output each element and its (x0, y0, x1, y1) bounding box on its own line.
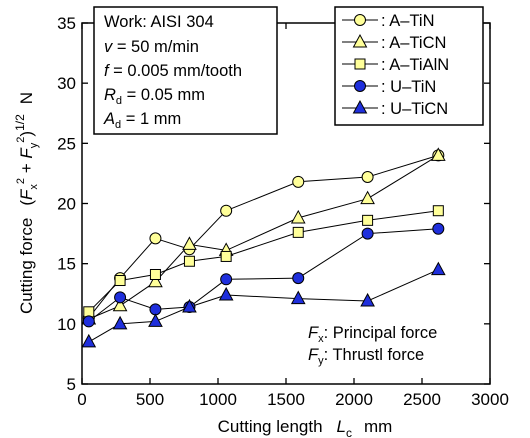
data-point-s0-p4 (220, 204, 233, 217)
data-point-s2-p4 (220, 250, 232, 262)
data-point-s2-p0 (83, 306, 95, 318)
data-point-s3-p2 (149, 303, 162, 316)
data-point-s2-p5 (292, 226, 304, 238)
data-point-s2-p2 (149, 268, 161, 280)
y-tick-label: 20 (57, 195, 76, 214)
x-axis-label: Cutting length Lc mm (218, 417, 393, 438)
data-point-s3-p5 (292, 272, 305, 285)
series-line-4 (88, 269, 439, 343)
conditions-box: Work: AISI 304 v = 50 m/min f = 0.005 mm… (93, 6, 278, 135)
data-point-s2-p6 (362, 214, 374, 226)
data-point-s0-p6 (361, 171, 374, 184)
series-line-2 (88, 210, 439, 313)
condition-axial-depth: Ad = 1 mm (103, 110, 181, 131)
y-tick-label: 30 (57, 74, 76, 93)
series-lines (88, 154, 439, 343)
legend-marker-0 (354, 14, 366, 26)
legend-marker-4 (352, 99, 368, 114)
legend-label-2: : A–TiAlN (381, 56, 449, 74)
y-tick-label: 15 (57, 255, 76, 274)
data-point-s1-p7 (430, 147, 446, 161)
data-point-s4-p0 (81, 333, 97, 348)
data-point-s4-p5 (290, 290, 306, 305)
series-line-1 (88, 154, 439, 320)
data-point-s2-p3 (183, 255, 195, 267)
condition-work: Work: AISI 304 (104, 13, 214, 31)
series-markers (81, 147, 446, 348)
y-tick-label: 10 (57, 315, 76, 334)
data-point-s0-p2 (149, 232, 162, 245)
x-tick-label: 3000 (471, 390, 509, 409)
x-tick-label: 2000 (335, 390, 373, 409)
data-point-s3-p0 (82, 315, 95, 328)
data-point-s1-p3 (182, 236, 197, 250)
x-tick-label: 2500 (403, 390, 441, 409)
data-point-s4-p7 (430, 261, 446, 276)
axis-ticks: 0 500 1000 1500 2000 2500 3000 5 10 15 20 25 30 35 (57, 14, 509, 409)
x-tick-label: 1000 (199, 390, 237, 409)
condition-radial-depth: Rd = 0.05 mm (104, 86, 205, 107)
data-point-s1-p5 (290, 209, 306, 224)
data-point-s4-p4 (218, 286, 234, 301)
legend-marker-2 (354, 58, 366, 70)
x-tick-label: 0 (77, 390, 86, 409)
condition-speed: v = 50 m/min (104, 38, 199, 56)
data-point-s1-p2 (148, 273, 163, 288)
data-point-s3-p6 (361, 227, 374, 240)
data-point-s0-p5 (292, 175, 305, 188)
legend-label-4: : U–TiCN (381, 100, 448, 118)
force-annotation: Fx: Principal force Fy: Thrustl force (308, 324, 437, 367)
data-point-s4-p2 (148, 313, 163, 327)
annotation-thrust-force: Fy: Thrustl force (308, 346, 424, 367)
data-point-s4-p3 (182, 298, 197, 313)
condition-feed: f = 0.005 mm/tooth (104, 62, 242, 80)
legend: : A–TiN : A–TiCN : A–TiAlN : U–TiN : U–TiCN (334, 6, 484, 126)
legend-marker-3 (354, 80, 366, 92)
annotation-principal-force: Fx: Principal force (308, 324, 437, 345)
data-point-s3-p4 (220, 273, 233, 286)
y-tick-label: 25 (57, 134, 76, 153)
legend-label-3: : U–TiN (381, 78, 436, 96)
data-point-s2-p7 (432, 205, 444, 217)
series-line-0 (88, 154, 439, 319)
data-point-s3-p1 (114, 291, 127, 304)
data-point-s4-p6 (360, 292, 375, 307)
data-point-s1-p6 (360, 190, 375, 205)
data-point-s2-p1 (114, 275, 126, 287)
series-line-3 (88, 228, 439, 322)
legend-marker-1 (352, 33, 368, 48)
y-tick-label: 35 (57, 14, 76, 33)
legend-label-1: : A–TiCN (381, 34, 446, 52)
data-point-s4-p1 (112, 315, 128, 330)
y-tick-label: 5 (67, 375, 76, 394)
data-point-s3-p7 (432, 222, 445, 235)
y-axis-label: Cutting force(Fx2 + Fy2)1/2N (13, 92, 40, 314)
legend-label-0: : A–TiN (381, 12, 435, 30)
x-tick-label: 500 (136, 390, 164, 409)
x-tick-label: 1500 (267, 390, 305, 409)
data-point-s1-p1 (112, 297, 128, 312)
